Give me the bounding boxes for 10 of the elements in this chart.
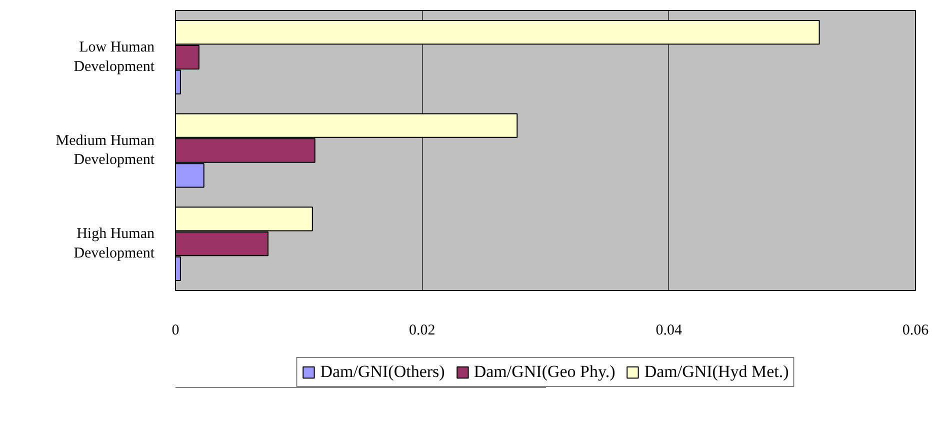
y-tick-label: High Human Development	[74, 226, 156, 262]
x-tick-label: 0.02	[409, 322, 436, 338]
legend-label: Dam/GNI(Others)	[320, 362, 445, 382]
y-tick-label: Medium Human Development	[56, 132, 156, 168]
legend-label: Dam/GNI(Geo Phy.)	[474, 362, 616, 382]
x-tick-label: 0.04	[656, 322, 682, 338]
x-tick-label: 0	[172, 322, 180, 338]
x-tick-label: 0.06	[902, 322, 930, 338]
y-tick-label: Low Human Development	[74, 40, 156, 75]
legend-label: Dam/GNI(Hyd Met.)	[644, 362, 789, 382]
